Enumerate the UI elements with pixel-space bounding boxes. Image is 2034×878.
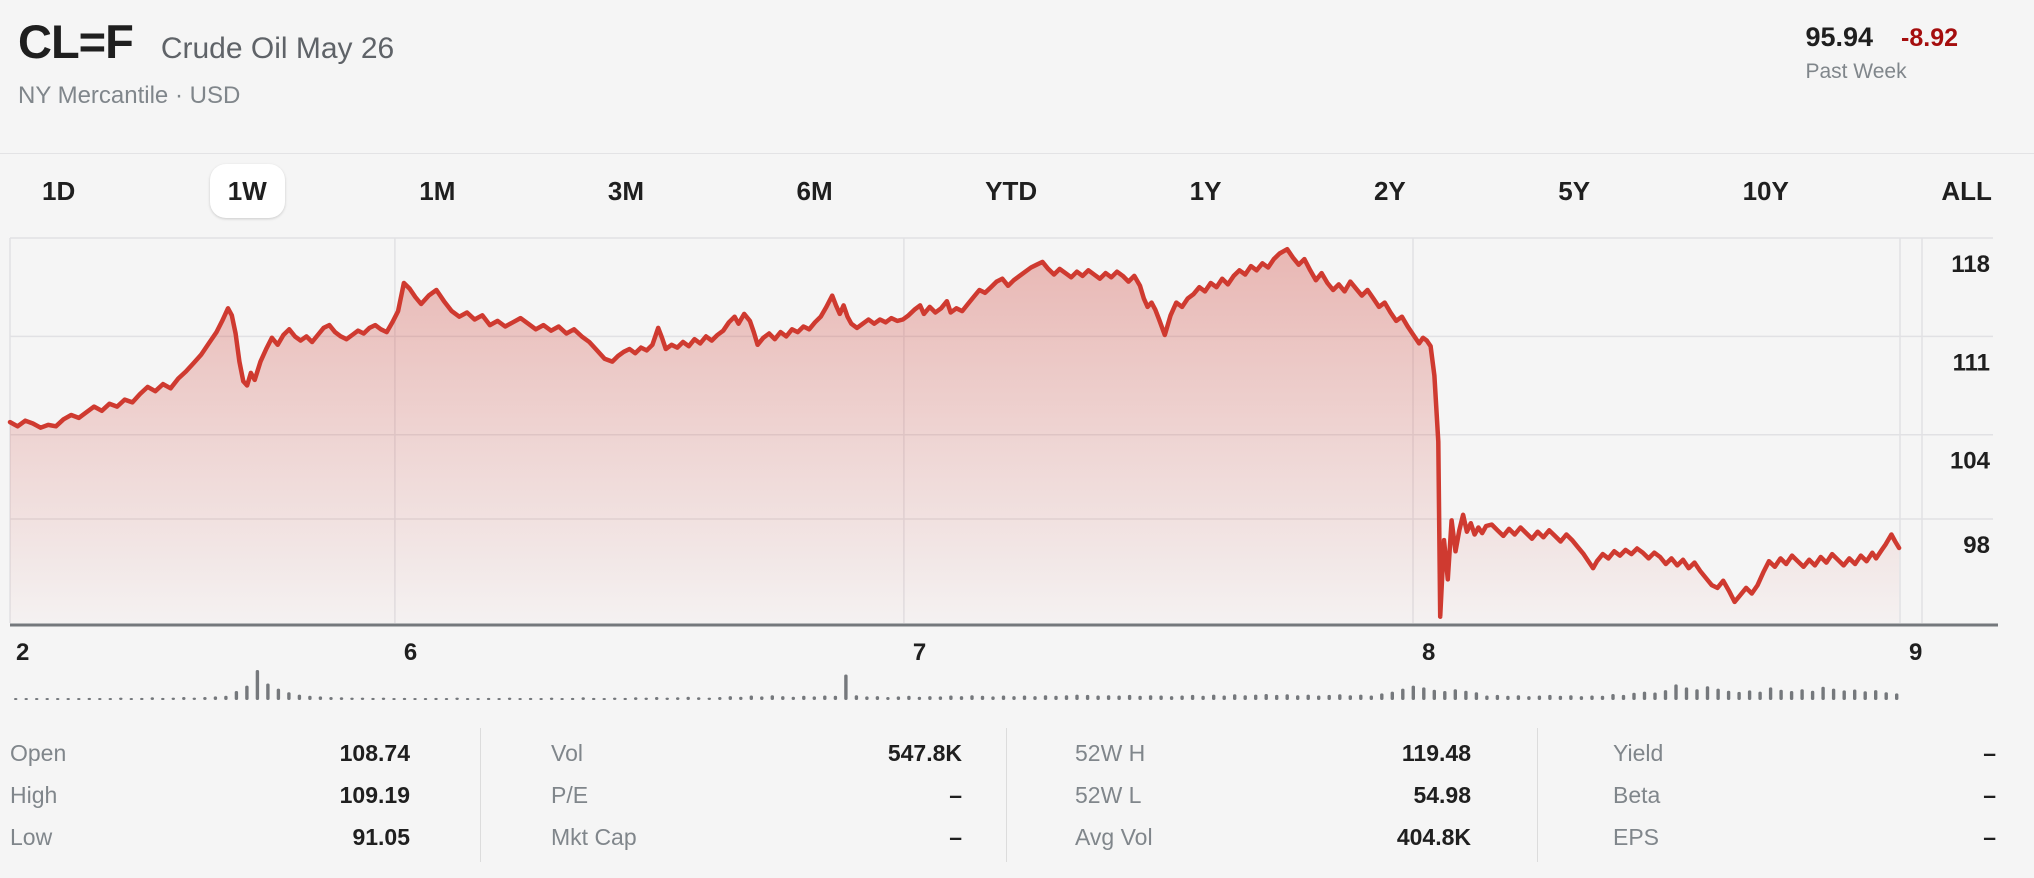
stat-pe: P/E – <box>551 774 962 816</box>
stat-52wl: 52W L 54.98 <box>1075 774 1471 816</box>
stat-label: Open <box>10 739 67 766</box>
stat-label: 52W L <box>1075 781 1142 808</box>
ticker-symbol: CL=F <box>18 15 134 68</box>
title-row: CL=F Crude Oil May 26 <box>18 16 394 68</box>
stat-mktcap: Mkt Cap – <box>551 816 962 858</box>
stat-value: – <box>949 781 962 808</box>
x-axis-label: 7 <box>913 639 926 666</box>
tab-2y[interactable]: 2Y <box>1356 164 1424 218</box>
instrument-name: Crude Oil May 26 <box>160 32 395 65</box>
stats-column-52w: 52W H 119.48 52W L 54.98 Avg Vol 404.8K <box>1006 728 1537 862</box>
stat-avgvol: Avg Vol 404.8K <box>1075 816 1471 858</box>
volume-bars <box>14 670 1899 700</box>
stat-52wh: 52W H 119.48 <box>1075 732 1471 774</box>
stat-value: – <box>1983 823 1996 850</box>
stat-value: 404.8K <box>1396 823 1471 850</box>
stat-label: High <box>10 781 58 808</box>
period-label: Past Week <box>1805 60 1907 83</box>
x-axis-label: 8 <box>1422 639 1435 666</box>
tab-3m[interactable]: 3M <box>590 164 662 218</box>
price-change: -8.92 <box>1901 24 1958 52</box>
stat-value: 54.98 <box>1413 781 1471 808</box>
stat-label: Yield <box>1613 739 1664 766</box>
stat-value: – <box>1983 739 1996 766</box>
y-axis-label: 118 <box>1951 251 1990 278</box>
stat-value: 91.05 <box>352 823 410 850</box>
stat-label: Low <box>10 823 53 850</box>
stat-value: 109.19 <box>339 781 410 808</box>
stat-label: Beta <box>1613 781 1661 808</box>
instrument-block: CL=F Crude Oil May 26 NY Mercantile · US… <box>18 16 394 110</box>
stat-label: Avg Vol <box>1075 823 1153 850</box>
tab-1m[interactable]: 1M <box>401 164 473 218</box>
last-price: 95.94 <box>1805 22 1874 52</box>
stat-label: Vol <box>551 739 583 766</box>
chart-canvas[interactable]: 2 6 7 8 9 118 111 104 98 <box>0 228 2034 728</box>
y-axis-label: 98 <box>1963 532 1990 559</box>
stats-grid: Open 108.74 High 109.19 Low 91.05 Vol 54… <box>0 728 2034 862</box>
price-chart: 2 6 7 8 9 118 111 104 98 <box>0 228 2034 728</box>
x-axis-label: 2 <box>16 639 29 666</box>
stats-column-volume: Vol 547.8K P/E – Mkt Cap – <box>480 728 1006 862</box>
stat-vol: Vol 547.8K <box>551 732 962 774</box>
tab-6m[interactable]: 6M <box>779 164 851 218</box>
tab-1d[interactable]: 1D <box>24 164 93 218</box>
range-tab-bar: 1D 1W 1M 3M 6M YTD 1Y 2Y 5Y 10Y ALL <box>0 153 2034 228</box>
tab-ytd[interactable]: YTD <box>967 164 1055 218</box>
stat-label: P/E <box>551 781 589 808</box>
tab-1y[interactable]: 1Y <box>1172 164 1240 218</box>
stat-label: Mkt Cap <box>551 823 637 850</box>
header: CL=F Crude Oil May 26 NY Mercantile · US… <box>0 0 2034 153</box>
y-axis-label: 104 <box>1950 448 1991 475</box>
stat-value: – <box>1983 781 1996 808</box>
tab-all[interactable]: ALL <box>1923 164 2010 218</box>
stat-yield: Yield – <box>1613 732 1996 774</box>
stat-eps: EPS – <box>1613 816 1996 858</box>
price-row: 95.94 -8.92 <box>1805 22 1958 53</box>
stat-low: Low 91.05 <box>10 816 410 858</box>
stat-label: 52W H <box>1075 739 1146 766</box>
x-axis-label: 9 <box>1909 639 1922 666</box>
stat-label: EPS <box>1613 823 1660 850</box>
tab-1w[interactable]: 1W <box>209 164 285 218</box>
stat-value: 119.48 <box>1401 739 1471 766</box>
tab-10y[interactable]: 10Y <box>1725 164 1807 218</box>
stat-beta: Beta – <box>1613 774 1996 816</box>
stat-open: Open 108.74 <box>10 732 410 774</box>
stat-value: 108.74 <box>339 739 410 766</box>
stat-high: High 109.19 <box>10 774 410 816</box>
tab-5y[interactable]: 5Y <box>1540 164 1608 218</box>
exchange-currency: NY Mercantile · USD <box>18 81 241 109</box>
stats-column-fundamentals: Yield – Beta – EPS – <box>1537 728 2034 862</box>
stat-value: 547.8K <box>887 739 962 766</box>
stats-column-price: Open 108.74 High 109.19 Low 91.05 <box>0 728 480 862</box>
price-block: 95.94 -8.92 Past Week <box>1805 16 1958 84</box>
x-axis-label: 6 <box>404 639 417 666</box>
stat-value: – <box>949 823 962 850</box>
y-axis-label: 111 <box>1953 349 1990 376</box>
